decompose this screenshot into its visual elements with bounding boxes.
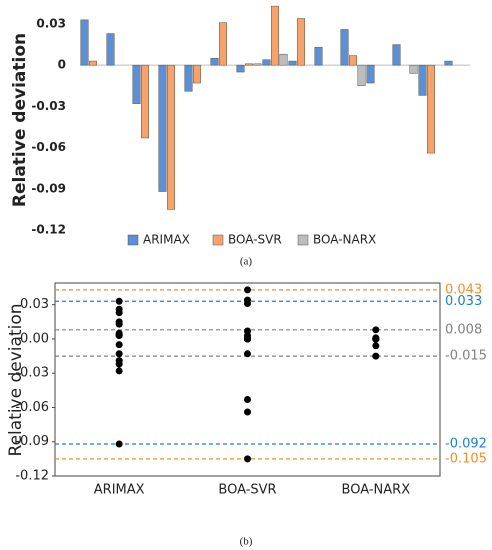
x-tick-label: BOA-SVR — [218, 483, 276, 498]
point — [115, 360, 123, 368]
point — [244, 296, 251, 304]
bar — [392, 44, 401, 66]
legend-swatch — [297, 234, 309, 246]
y-tick-label: -0.12 — [15, 469, 49, 484]
bar — [288, 60, 297, 66]
point — [372, 335, 380, 343]
point — [372, 342, 380, 350]
point — [115, 350, 123, 358]
bar — [158, 64, 167, 192]
point — [244, 408, 251, 416]
y-tick-label: -0.09 — [31, 181, 66, 195]
bar — [357, 64, 366, 87]
point — [115, 318, 123, 326]
bar — [106, 33, 115, 66]
reference-label: 0.033 — [445, 294, 482, 309]
point — [244, 395, 251, 403]
x-tick-label: ARIMAX — [94, 483, 145, 498]
legend-swatch — [212, 234, 224, 246]
bar — [418, 64, 427, 96]
y-tick-label: -0.09 — [15, 434, 49, 449]
legend-label: BOA-SVR — [228, 233, 282, 247]
bar — [210, 58, 219, 66]
y-tick-label: 0 — [58, 58, 66, 72]
bar — [349, 55, 357, 66]
x-tick-label: BOA-NARX — [342, 483, 411, 498]
legend-label: BOA-NARX — [313, 233, 376, 247]
point — [372, 326, 380, 334]
y-axis-label: Relative deviation — [6, 304, 26, 457]
bar — [167, 64, 175, 210]
bar — [314, 47, 323, 66]
reference-label: 0.043 — [445, 282, 482, 297]
bar — [132, 64, 141, 104]
bar — [193, 64, 201, 84]
y-tick-label: -0.06 — [31, 140, 66, 154]
bar — [444, 60, 453, 66]
point — [115, 440, 123, 448]
plot-frame — [54, 282, 441, 477]
bar — [89, 60, 97, 66]
bar — [297, 18, 305, 66]
point — [115, 332, 123, 340]
point — [115, 297, 123, 305]
bar — [427, 64, 435, 154]
y-tick-label: -0.03 — [31, 99, 66, 113]
caption: (b) — [240, 536, 253, 548]
bar — [262, 59, 271, 66]
bar — [366, 64, 375, 84]
legend-label: ARIMAX — [143, 233, 190, 247]
point — [115, 367, 123, 375]
bar — [236, 64, 245, 73]
point — [244, 286, 251, 294]
bar — [340, 29, 349, 66]
point — [372, 352, 380, 360]
bar — [253, 63, 262, 66]
point — [244, 350, 251, 358]
reference-label: 0.008 — [445, 322, 482, 337]
point — [244, 455, 251, 463]
y-tick-label: -0.03 — [15, 366, 49, 381]
caption: (a) — [240, 256, 253, 268]
reference-label: -0.092 — [445, 437, 487, 452]
bar — [279, 53, 288, 66]
y-tick-label: 0.03 — [20, 297, 49, 312]
y-tick-label: -0.12 — [31, 223, 66, 237]
y-axis-label: Relative deviation — [10, 33, 30, 207]
point — [244, 335, 251, 343]
y-tick-label: -0.06 — [15, 400, 49, 415]
bar — [245, 63, 253, 66]
point — [244, 327, 251, 335]
point — [115, 341, 123, 349]
bar — [409, 64, 418, 74]
y-tick-label: 0.00 — [20, 331, 49, 346]
reference-label: -0.105 — [445, 451, 487, 466]
y-tick-label: 0.03 — [36, 16, 66, 30]
point — [115, 305, 123, 313]
bar — [219, 22, 227, 66]
bar — [184, 64, 193, 92]
legend-swatch — [127, 234, 139, 246]
bar — [141, 64, 149, 139]
reference-label: -0.015 — [445, 349, 487, 364]
bar — [80, 19, 89, 66]
bar — [271, 5, 279, 66]
